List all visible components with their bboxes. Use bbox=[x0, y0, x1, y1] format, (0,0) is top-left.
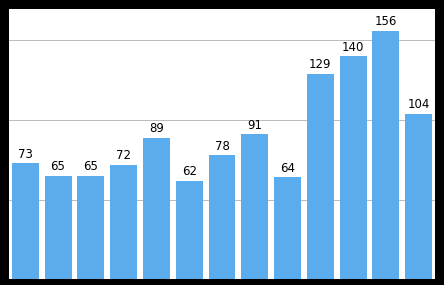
Bar bbox=[77, 176, 104, 279]
Text: 91: 91 bbox=[247, 119, 262, 132]
Bar bbox=[176, 181, 202, 279]
Bar bbox=[110, 165, 137, 279]
Bar bbox=[274, 177, 301, 279]
Text: 72: 72 bbox=[116, 149, 131, 162]
Text: 65: 65 bbox=[83, 160, 98, 173]
Bar bbox=[12, 163, 39, 279]
Bar bbox=[307, 74, 334, 279]
Text: 78: 78 bbox=[214, 140, 230, 153]
Bar bbox=[143, 138, 170, 279]
Bar bbox=[405, 114, 432, 279]
Bar bbox=[44, 176, 71, 279]
Bar bbox=[209, 155, 235, 279]
Text: 140: 140 bbox=[342, 41, 365, 54]
Text: 89: 89 bbox=[149, 122, 164, 135]
Text: 156: 156 bbox=[375, 15, 397, 28]
Text: 129: 129 bbox=[309, 58, 332, 72]
Bar bbox=[242, 134, 268, 279]
Bar bbox=[340, 56, 367, 279]
Text: 62: 62 bbox=[182, 165, 197, 178]
Text: 73: 73 bbox=[18, 148, 33, 161]
Text: 104: 104 bbox=[408, 98, 430, 111]
Bar bbox=[373, 31, 400, 279]
Text: 65: 65 bbox=[51, 160, 66, 173]
Text: 64: 64 bbox=[280, 162, 295, 175]
